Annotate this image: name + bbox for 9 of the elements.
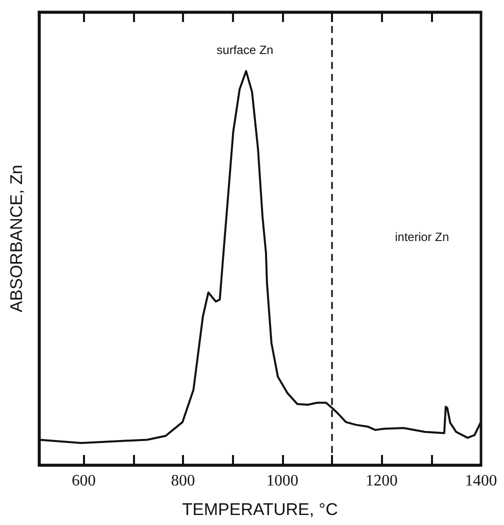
- x-tick-label: 800: [171, 472, 196, 490]
- x-tick-label: 1400: [465, 472, 497, 490]
- x-tick-label: 1000: [266, 472, 298, 490]
- annotation: interior Zn: [394, 230, 450, 244]
- x-axis-title: TEMPERATURE, °C: [182, 500, 338, 519]
- y-axis-title: ABSORBANCE, Zn: [7, 164, 26, 312]
- x-tick-label: 600: [72, 472, 96, 490]
- text: surface Zn: [216, 43, 274, 57]
- x-tick-label: 1200: [366, 472, 398, 490]
